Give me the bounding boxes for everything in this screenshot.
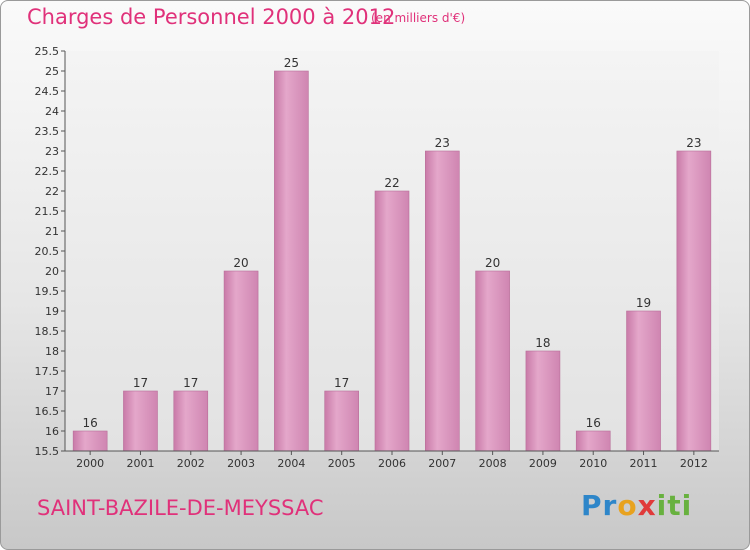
x-tick-label-2002: 2002 — [177, 457, 205, 470]
y-tick-label: 16.5 — [35, 405, 60, 418]
y-tick-label: 18.5 — [35, 325, 60, 338]
value-label-2012: 23 — [686, 136, 701, 150]
value-label-2008: 20 — [485, 256, 500, 270]
bar-2012 — [676, 150, 712, 452]
y-tick-label: 17.5 — [35, 365, 60, 378]
bar-2011 — [626, 310, 661, 452]
value-label-2004: 25 — [284, 56, 299, 70]
value-label-2007: 23 — [435, 136, 450, 150]
value-label-2006: 22 — [384, 176, 399, 190]
y-tick-label: 24 — [45, 105, 59, 118]
value-label-2003: 20 — [233, 256, 248, 270]
commune-name: SAINT-BAZILE-DE-MEYSSAC — [37, 496, 324, 520]
x-tick-label-2009: 2009 — [529, 457, 557, 470]
bar-2010 — [575, 430, 611, 452]
value-label-2011: 19 — [636, 296, 651, 310]
y-tick-label: 19.5 — [35, 285, 60, 298]
bar-2002 — [173, 390, 209, 452]
x-tick-label-2008: 2008 — [479, 457, 507, 470]
proxiti-logo[interactable]: Proxiti — [581, 489, 693, 522]
y-tick-label: 19 — [45, 305, 59, 318]
bar-2004 — [274, 70, 309, 452]
bar-2006 — [374, 190, 410, 452]
y-tick-label: 21.5 — [35, 205, 60, 218]
y-tick-label: 20 — [45, 265, 59, 278]
x-tick-label-2005: 2005 — [328, 457, 356, 470]
x-tick-label-2004: 2004 — [277, 457, 305, 470]
y-tick-label: 17 — [45, 385, 59, 398]
y-tick-label: 23 — [45, 145, 59, 158]
bar-2001 — [123, 390, 158, 452]
y-tick-label: 20.5 — [35, 245, 60, 258]
value-label-2010: 16 — [586, 416, 601, 430]
y-axis: 15.5 16 16.5 17 17.5 18 18.5 19 19.5 20 20.5 21 21.5… — [35, 45, 66, 458]
x-tick-label-2000: 2000 — [76, 457, 104, 470]
y-tick-label: 22.5 — [35, 165, 60, 178]
chart-title: Charges de Personnel 2000 à 2012 — [27, 5, 396, 29]
bar-2000 — [72, 430, 108, 452]
bar-2008 — [475, 270, 510, 452]
x-tick-label-2011: 2011 — [630, 457, 658, 470]
x-axis: 2000 2001 2002 2003 2004 2005 2006 2007 2008 2009… — [65, 450, 719, 470]
x-tick-label-2006: 2006 — [378, 457, 406, 470]
y-tick-label: 15.5 — [35, 445, 60, 458]
bar-2005 — [324, 390, 359, 452]
y-tick-label: 22 — [45, 185, 59, 198]
y-tick-label: 25 — [45, 65, 59, 78]
bar-2007 — [425, 150, 460, 452]
value-label-2000: 16 — [83, 416, 98, 430]
bar-2003 — [223, 270, 259, 452]
chart-subtitle: (en milliers d'€) — [371, 11, 466, 25]
value-label-2005: 17 — [334, 376, 349, 390]
value-label-2009: 18 — [535, 336, 550, 350]
y-tick-label: 24.5 — [35, 85, 60, 98]
x-tick-label-2003: 2003 — [227, 457, 255, 470]
value-label-2002: 17 — [183, 376, 198, 390]
y-tick-label: 23.5 — [35, 125, 60, 138]
y-tick-label: 18 — [45, 345, 59, 358]
x-tick-label-2012: 2012 — [680, 457, 708, 470]
x-tick-label-2001: 2001 — [126, 457, 154, 470]
x-tick-label-2010: 2010 — [579, 457, 607, 470]
y-tick-label: 21 — [45, 225, 59, 238]
value-label-2001: 17 — [133, 376, 148, 390]
y-tick-label: 25.5 — [35, 45, 60, 58]
x-tick-label-2007: 2007 — [428, 457, 456, 470]
bar-2009 — [525, 350, 561, 452]
y-tick-label: 16 — [45, 425, 59, 438]
